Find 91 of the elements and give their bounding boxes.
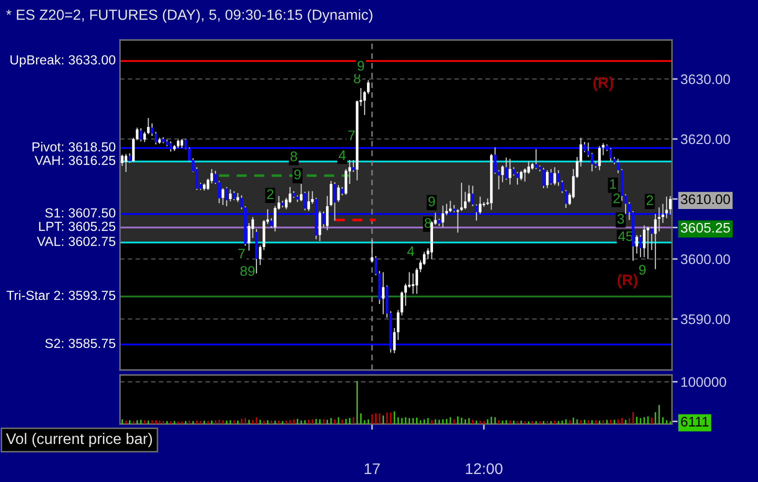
candlestick: [516, 171, 519, 186]
candlestick: [662, 203, 664, 224]
candlestick: [442, 205, 444, 228]
candlestick: [300, 183, 303, 202]
annotation: 7: [348, 130, 355, 140]
ref-line-label: Tri-Star 2: 3593.75: [6, 290, 116, 300]
chart-title: * ES Z20=2, FUTURES (DAY), 5, 09:30-16:15 (Dynamic): [6, 9, 372, 23]
candlestick: [393, 327, 396, 354]
ref-line-label: LPT: 3605.25: [39, 222, 116, 232]
candlestick: [120, 154, 124, 167]
annotation: 2: [646, 195, 653, 205]
candlestick: [508, 158, 512, 186]
candlestick: [422, 251, 426, 266]
candlestick: [258, 244, 262, 266]
y-tick-label: 100000: [681, 377, 726, 387]
candlestick: [598, 146, 601, 171]
candlestick: [337, 184, 340, 203]
annotation: 9: [358, 60, 364, 71]
ref-line-label: VAH: 3616.25: [34, 156, 116, 166]
candlestick: [449, 200, 452, 213]
candlestick: [274, 206, 276, 232]
candlestick: [445, 203, 448, 216]
candlestick: [616, 158, 620, 174]
y-tick-label: 3600.00: [680, 254, 730, 264]
candlestick: [382, 272, 385, 315]
candlestick: [154, 131, 158, 145]
candlestick: [546, 170, 549, 189]
annotation: (R): [593, 76, 614, 91]
candlestick: [400, 290, 404, 316]
candlestick: [147, 117, 150, 135]
annotation: 2: [613, 193, 620, 204]
y-tick-label: 3620.00: [680, 134, 730, 144]
candlestick: [553, 166, 556, 186]
y-tick-label: 3610.00: [680, 194, 730, 204]
candlestick: [650, 226, 653, 251]
annotation: 9: [639, 264, 646, 275]
candlestick: [542, 167, 545, 189]
x-tick-label: 12:00: [466, 463, 502, 474]
ref-line-label: S1: 3607.50: [45, 208, 116, 218]
candlestick: [318, 210, 322, 242]
candlestick: [464, 191, 467, 210]
candlestick: [404, 283, 407, 306]
annotation: (R): [618, 274, 638, 288]
candlestick: [669, 195, 672, 216]
annotation: 3: [617, 214, 624, 224]
candlestick: [143, 131, 146, 143]
candlestick: [307, 190, 310, 212]
candlestick: [635, 234, 638, 254]
y-tick-label: 3630.00: [680, 74, 730, 84]
candlestick: [654, 213, 657, 270]
candlestick: [520, 170, 522, 181]
candlestick: [642, 224, 646, 258]
candlestick: [140, 128, 142, 142]
candlestick: [367, 80, 370, 95]
ref-line-label: UpBreak: 3633.00: [10, 54, 116, 68]
annotation: 2: [267, 189, 274, 199]
candlestick: [363, 90, 366, 116]
y-tick-label: 6111: [681, 416, 709, 427]
y-tick-label: 3605.25: [680, 222, 730, 233]
candlestick: [396, 309, 400, 341]
annotation: 9: [428, 196, 435, 206]
text: Vol (current price bar): [6, 432, 152, 448]
candlestick: [550, 168, 552, 186]
candlestick: [478, 196, 482, 215]
y-tick-label: 3590.00: [680, 314, 730, 324]
annotation: 89: [240, 266, 255, 276]
annotation: 1: [610, 179, 616, 189]
annotation: 7: [238, 248, 245, 258]
candlestick: [352, 159, 355, 173]
candlestick: [504, 157, 508, 180]
candlestick: [225, 186, 228, 207]
annotation: 4: [407, 246, 414, 256]
candlestick: [124, 153, 128, 173]
annotation: 8: [290, 152, 298, 162]
ref-line-label: Pivot: 3618.50: [32, 142, 116, 152]
annotation: 4: [338, 150, 346, 160]
ref-line-label: VAL: 3602.75: [36, 236, 116, 246]
candlestick: [527, 160, 530, 174]
candlestick: [284, 197, 288, 210]
candlestick: [665, 196, 668, 219]
candlestick: [658, 206, 660, 232]
candlestick: [132, 137, 135, 162]
candlestick: [524, 168, 526, 182]
x-tick-label: 17: [364, 463, 380, 474]
candlestick: [639, 234, 642, 258]
candlestick: [136, 127, 138, 141]
candlestick: [646, 226, 650, 260]
candlestick: [229, 188, 232, 202]
ref-line-label: S2: 3585.75: [45, 338, 116, 348]
candlestick: [270, 218, 273, 228]
candlestick: [222, 188, 224, 206]
